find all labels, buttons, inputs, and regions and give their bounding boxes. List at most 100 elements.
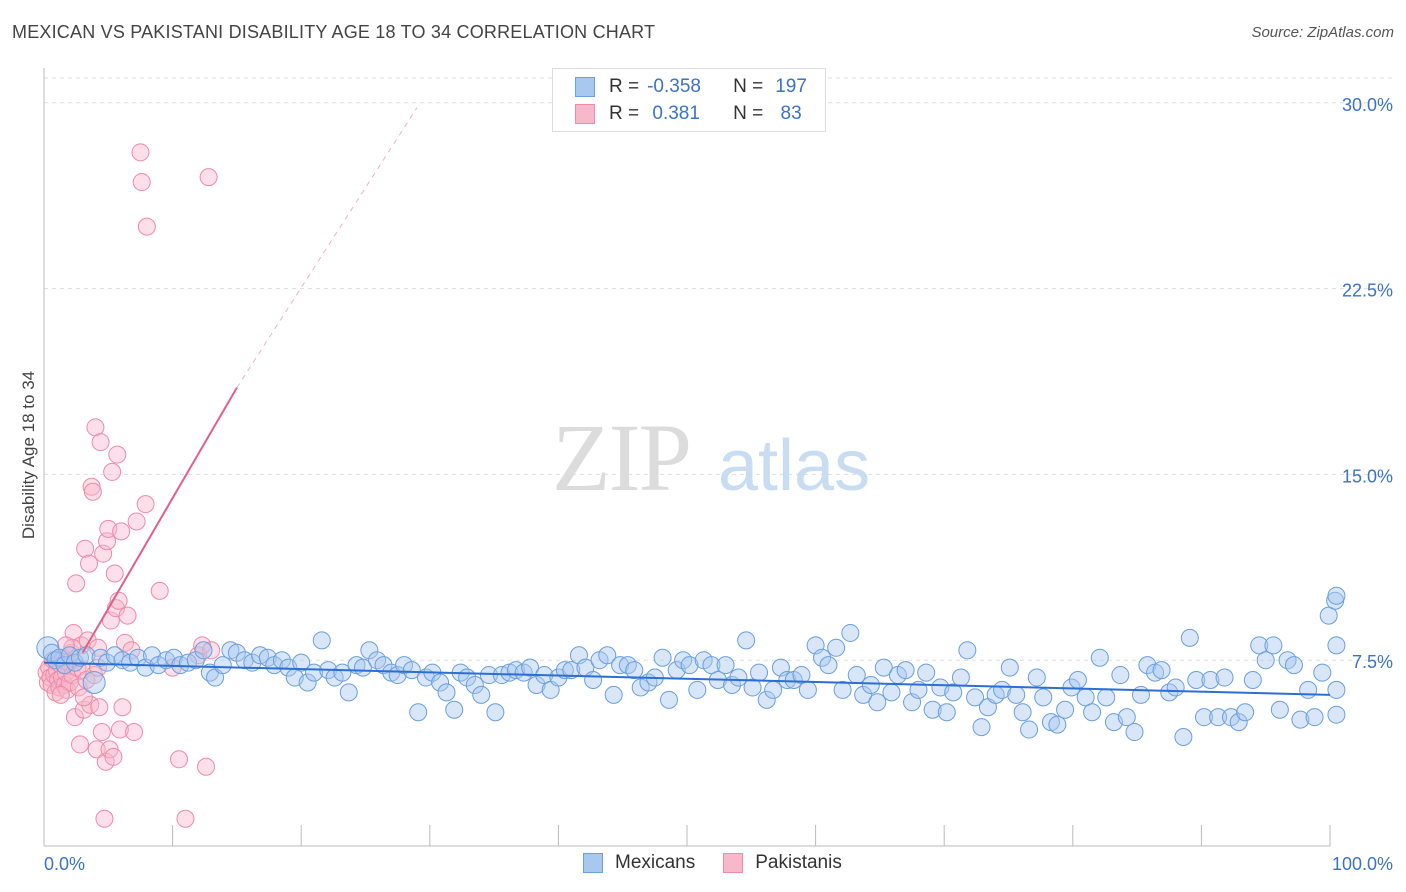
mexican-point (479, 666, 498, 685)
mexican-point (653, 648, 672, 667)
mexican-point (882, 683, 901, 702)
pakistani-point (136, 495, 155, 514)
legend-r-value: -0.358 (647, 76, 701, 97)
mexican-point (353, 658, 372, 677)
pakistani-point (71, 735, 90, 754)
mexican-point (1194, 708, 1213, 727)
bottom-legend-swatch-mexicans (583, 853, 603, 873)
pakistani-point (131, 143, 150, 162)
mexican-point (874, 658, 893, 677)
mexican-point (847, 666, 866, 685)
pakistani-point (92, 723, 111, 742)
pakistani-point (83, 482, 102, 501)
pakistani-point (170, 750, 189, 769)
grid-layer (44, 77, 1394, 661)
mexican-point (1327, 680, 1346, 699)
mexican-point (213, 656, 232, 675)
pakistani-point (95, 809, 114, 828)
mexican-point (1187, 671, 1206, 690)
mexican-point (680, 656, 699, 675)
mexican-point (1027, 668, 1046, 687)
mexican-point (716, 656, 735, 675)
pakistani-point (132, 173, 151, 192)
pakistani-point (199, 168, 218, 187)
mexican-point (743, 678, 762, 697)
axis-layer: 7.5% 15.0% 22.5% 30.0% 0.0% 100.0% (43, 68, 1393, 874)
mexican-point (1180, 628, 1199, 647)
mexican-point (611, 656, 630, 675)
pakistani-point (87, 740, 106, 759)
mexican-point (431, 673, 450, 692)
mexican-point (472, 685, 491, 704)
legend-swatch-pakistanis (575, 104, 595, 124)
mexican-point (604, 685, 623, 704)
mexican-point (82, 670, 106, 694)
mexican-point (1215, 668, 1234, 687)
mexican-point (798, 680, 817, 699)
mexican-point (55, 656, 74, 675)
pakistani-trend-line (81, 387, 238, 654)
mexican-point (445, 700, 464, 719)
mexican-point (923, 700, 942, 719)
mexican-point (1166, 678, 1185, 697)
mexican-point (1236, 703, 1255, 722)
pakistani-point (103, 462, 122, 481)
legend-row-pakistanis: R = 0.381 N = 83 (575, 101, 802, 127)
mexican-point (1174, 727, 1193, 746)
mexican-trend-line (43, 661, 1331, 696)
pakistani-point (104, 747, 123, 766)
mexican-point (465, 675, 484, 694)
mexican-point (312, 631, 331, 650)
mexican-point (868, 693, 887, 712)
mexican-point (128, 648, 147, 667)
pakistani-point (127, 512, 146, 531)
mexican-point (402, 661, 421, 680)
mexican-point (1313, 663, 1332, 682)
mexican-point (333, 663, 352, 682)
mexican-point (409, 703, 428, 722)
mexican-point (1068, 671, 1087, 690)
legend-box: R = -0.358 N = 197 R = 0.381 N = 83 (552, 68, 826, 132)
watermark-atlas: atlas (718, 426, 870, 506)
bottom-legend-swatch-pakistanis (723, 853, 744, 873)
pakistani-point (110, 720, 129, 739)
pakistani-point (197, 757, 216, 776)
watermark-zip: ZIP (552, 404, 690, 511)
pakistani-point (90, 698, 109, 717)
bottom-legend-label-pakistanis: Pakistanis (755, 852, 842, 873)
mexican-point (1264, 636, 1283, 655)
mexican-point (562, 661, 581, 680)
pakistani-point (74, 688, 93, 707)
mexican-point (227, 643, 246, 662)
mexican-point (194, 641, 213, 660)
mexican-point (854, 685, 873, 704)
mexican-point (1125, 723, 1144, 742)
bottom-legend-mexicans[interactable]: Mexicans (583, 852, 695, 874)
mexican-point (584, 671, 603, 690)
mexican-point (688, 680, 707, 699)
chart-title: MEXICAN VS PAKISTANI DISABILITY AGE 18 T… (12, 22, 656, 42)
mexican-point (1256, 651, 1275, 670)
mexican-point (1083, 703, 1102, 722)
pakistani-point (91, 433, 110, 452)
legend-r-label: R = (609, 76, 640, 97)
mexican-point (1020, 720, 1039, 739)
mexican-point (1291, 710, 1310, 729)
mexican-point (819, 656, 838, 675)
mexican-point (1250, 636, 1269, 655)
legend-n-label: N = (733, 76, 764, 97)
pakistani-point (125, 723, 144, 742)
legend-n-label: N = (733, 103, 764, 124)
y-tick-label: 22.5% (1342, 281, 1393, 301)
mexican-point (966, 688, 985, 707)
mexican-point (374, 656, 393, 675)
pakistani-trend-extension (236, 107, 418, 388)
bottom-legend-pakistanis[interactable]: Pakistanis (723, 852, 842, 874)
pakistani-point (108, 445, 127, 464)
mexican-point (1048, 715, 1067, 734)
pakistani-point (137, 217, 156, 236)
x-tick-label: 100.0% (1332, 854, 1393, 874)
mexican-point (298, 673, 317, 692)
pakistani-points (37, 143, 221, 828)
mexican-point (1209, 708, 1228, 727)
